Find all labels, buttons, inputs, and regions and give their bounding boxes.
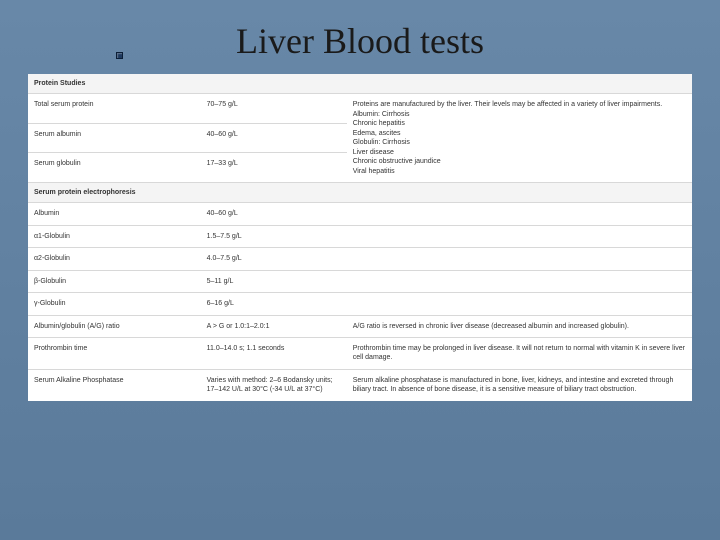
table: Protein Studies Total serum protein 70–7… [28,74,692,401]
test-name: γ-Globulin [28,293,201,315]
notes-item: Globulin: Cirrhosis [353,139,410,146]
test-notes [347,248,692,270]
slide: Liver Blood tests Protein Studies Total … [0,0,720,540]
table-row: Serum Alkaline Phosphatase Varies with m… [28,369,692,400]
table-row: Prothrombin time 11.0–14.0 s; 1.1 second… [28,338,692,370]
test-notes [347,225,692,247]
test-range: 40–60 g/L [201,203,347,225]
test-range: 6–16 g/L [201,293,347,315]
test-notes [347,203,692,225]
table-row: Total serum protein 70–75 g/L Proteins a… [28,94,692,124]
notes-item: Albumin: Cirrhosis [353,111,410,118]
test-name: Prothrombin time [28,338,201,370]
table-row: Albumin/globulin (A/G) ratio A > G or 1.… [28,315,692,337]
liver-tests-table: Protein Studies Total serum protein 70–7… [28,74,692,401]
test-range: 1.5–7.5 g/L [201,225,347,247]
test-notes: Prothrombin time may be prolonged in liv… [347,338,692,370]
test-notes: Serum alkaline phosphatase is manufactur… [347,369,692,400]
slide-title: Liver Blood tests [0,0,720,74]
notes-item: Chronic obstructive jaundice [353,158,441,165]
table-row: α2-Globulin 4.0–7.5 g/L [28,248,692,270]
test-range: 40–60 g/L [201,123,347,153]
test-name: α1-Globulin [28,225,201,247]
test-name: Total serum protein [28,94,201,124]
section-header-row: Serum protein electrophoresis [28,182,692,202]
test-range: 5–11 g/L [201,270,347,292]
notes-intro: Proteins are manufactured by the liver. … [353,101,662,108]
test-notes: A/G ratio is reversed in chronic liver d… [347,315,692,337]
test-notes [347,270,692,292]
test-range: A > G or 1.0:1–2.0:1 [201,315,347,337]
test-name: Albumin/globulin (A/G) ratio [28,315,201,337]
test-name: Albumin [28,203,201,225]
section-header-row: Protein Studies [28,74,692,94]
test-range: 17–33 g/L [201,153,347,183]
test-range: 4.0–7.5 g/L [201,248,347,270]
notes-item: Chronic hepatitis [353,120,405,127]
notes-item: Viral hepatitis [353,168,395,175]
title-bullet-icon [116,52,123,59]
table-row: γ-Globulin 6–16 g/L [28,293,692,315]
test-notes [347,293,692,315]
test-range: 11.0–14.0 s; 1.1 seconds [201,338,347,370]
test-notes: Proteins are manufactured by the liver. … [347,94,692,183]
test-name: Serum globulin [28,153,201,183]
test-range: Varies with method: 2–6 Bodansky units; … [201,369,347,400]
table-row: Albumin 40–60 g/L [28,203,692,225]
table-row: β-Globulin 5–11 g/L [28,270,692,292]
test-name: β-Globulin [28,270,201,292]
test-name: α2-Globulin [28,248,201,270]
notes-item: Liver disease [353,149,394,156]
test-name: Serum Alkaline Phosphatase [28,369,201,400]
section-header: Protein Studies [28,74,692,94]
test-range: 70–75 g/L [201,94,347,124]
section-header: Serum protein electrophoresis [28,182,692,202]
notes-item: Edema, ascites [353,130,401,137]
table-row: α1-Globulin 1.5–7.5 g/L [28,225,692,247]
test-name: Serum albumin [28,123,201,153]
